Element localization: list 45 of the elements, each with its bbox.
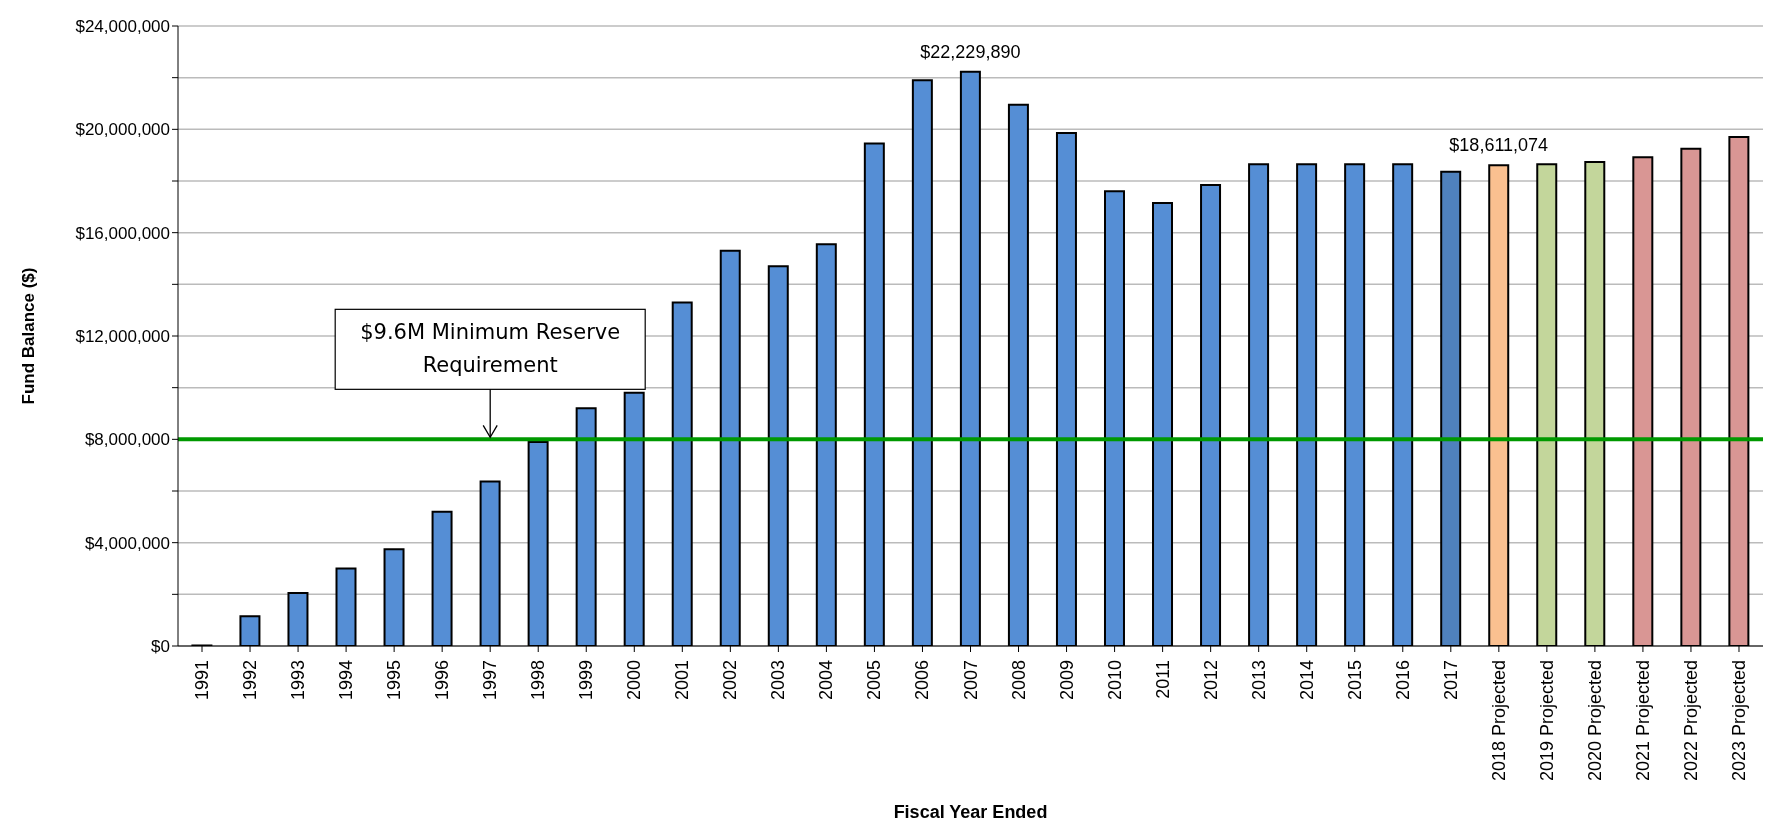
data-label: $22,229,890 (920, 41, 1021, 62)
x-tick-label: 2014 (1296, 660, 1317, 701)
x-tick-label: 2007 (960, 660, 981, 701)
x-tick-label: 2022 Projected (1680, 660, 1701, 782)
x-axis-title: Fiscal Year Ended (893, 802, 1048, 822)
x-tick-label: 2018 Projected (1488, 660, 1509, 782)
y-tick-label: $4,000,000 (84, 533, 170, 553)
data-label: $18,611,074 (1449, 135, 1549, 156)
x-tick-label: 2012 (1200, 660, 1221, 701)
x-tick-label: 2003 (768, 660, 789, 701)
y-tick-label: $8,000,000 (84, 430, 170, 450)
x-tick-label: 2009 (1056, 660, 1077, 701)
x-tick-label: 2001 (672, 660, 693, 701)
x-tick-label: 2004 (816, 660, 837, 701)
y-tick-label: $20,000,000 (75, 120, 170, 140)
x-tick-label: 1996 (432, 660, 453, 701)
x-tick-label: 2016 (1392, 660, 1413, 701)
x-tick-label: 2005 (864, 660, 885, 701)
x-tick-label: 2019 Projected (1536, 660, 1557, 782)
y-tick-label: $12,000,000 (75, 327, 170, 347)
x-tick-label: 1991 (192, 660, 213, 701)
y-axis-title: Fund Balance ($) (19, 267, 39, 405)
x-tick-label: 2013 (1248, 660, 1269, 701)
x-tick-label: 1995 (384, 660, 405, 701)
x-tick-label: 2021 Projected (1632, 660, 1653, 782)
y-tick-label: $0 (151, 637, 170, 657)
x-tick-label: 2008 (1008, 660, 1029, 701)
x-tick-label: 2010 (1104, 660, 1125, 701)
x-tick-label: 1999 (576, 660, 597, 701)
x-tick-label: 2011 (1152, 660, 1173, 699)
x-tick-label: 1998 (528, 660, 549, 701)
x-tick-label: 2000 (624, 660, 645, 701)
x-tick-label: 2006 (912, 660, 933, 701)
x-tick-label: 1993 (288, 660, 309, 701)
x-tick-label: 2023 Projected (1728, 660, 1749, 782)
y-tick-label: $16,000,000 (75, 223, 170, 243)
x-tick-label: 1992 (240, 660, 261, 701)
x-tick-label: 1997 (480, 660, 501, 701)
y-tick-label: $24,000,000 (75, 17, 170, 37)
x-tick-label: 2020 Projected (1584, 660, 1605, 782)
x-tick-label: 2017 (1440, 660, 1461, 701)
x-tick-label: 2015 (1344, 660, 1365, 701)
x-tick-label: 2002 (720, 660, 741, 701)
annotation: $9.6M Minimum Reserve Requirement (360, 320, 621, 378)
x-tick-label: 1994 (336, 660, 357, 701)
